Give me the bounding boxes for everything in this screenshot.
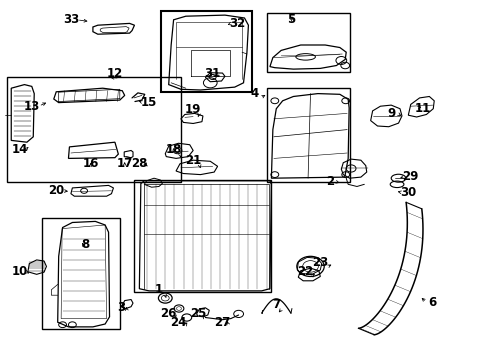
Text: 18: 18 <box>165 143 182 156</box>
Text: 11: 11 <box>414 102 430 114</box>
Bar <box>266 88 349 182</box>
Text: 1: 1 <box>155 283 163 296</box>
Text: 6: 6 <box>428 296 436 309</box>
Bar <box>134 180 271 292</box>
Text: 2: 2 <box>325 175 333 188</box>
Text: 26: 26 <box>160 307 177 320</box>
Text: 21: 21 <box>184 154 201 167</box>
Text: 27: 27 <box>214 316 230 329</box>
Text: 25: 25 <box>189 307 206 320</box>
Text: 14: 14 <box>11 143 28 156</box>
Text: 32: 32 <box>228 17 245 30</box>
Text: 12: 12 <box>106 67 123 80</box>
Text: 17: 17 <box>116 157 133 170</box>
Text: 8: 8 <box>81 238 89 251</box>
Bar <box>41 218 120 329</box>
Text: 33: 33 <box>62 13 79 26</box>
Text: 5: 5 <box>286 13 294 26</box>
Text: 22: 22 <box>297 265 313 278</box>
Text: 13: 13 <box>23 100 40 113</box>
Text: 23: 23 <box>311 256 328 269</box>
Text: 4: 4 <box>250 87 258 100</box>
Text: 10: 10 <box>11 265 28 278</box>
Text: 29: 29 <box>402 170 418 183</box>
Text: 28: 28 <box>131 157 147 170</box>
Bar <box>7 77 181 182</box>
Text: 30: 30 <box>399 186 416 199</box>
Bar <box>161 11 251 92</box>
Text: 15: 15 <box>141 96 157 109</box>
Text: 31: 31 <box>204 67 221 80</box>
Text: 3: 3 <box>117 301 125 314</box>
Text: 19: 19 <box>184 103 201 116</box>
Text: 24: 24 <box>170 316 186 329</box>
Text: 9: 9 <box>386 107 394 120</box>
Text: 7: 7 <box>272 298 280 311</box>
Text: 20: 20 <box>48 184 64 197</box>
Text: 16: 16 <box>82 157 99 170</box>
Bar <box>266 13 349 72</box>
